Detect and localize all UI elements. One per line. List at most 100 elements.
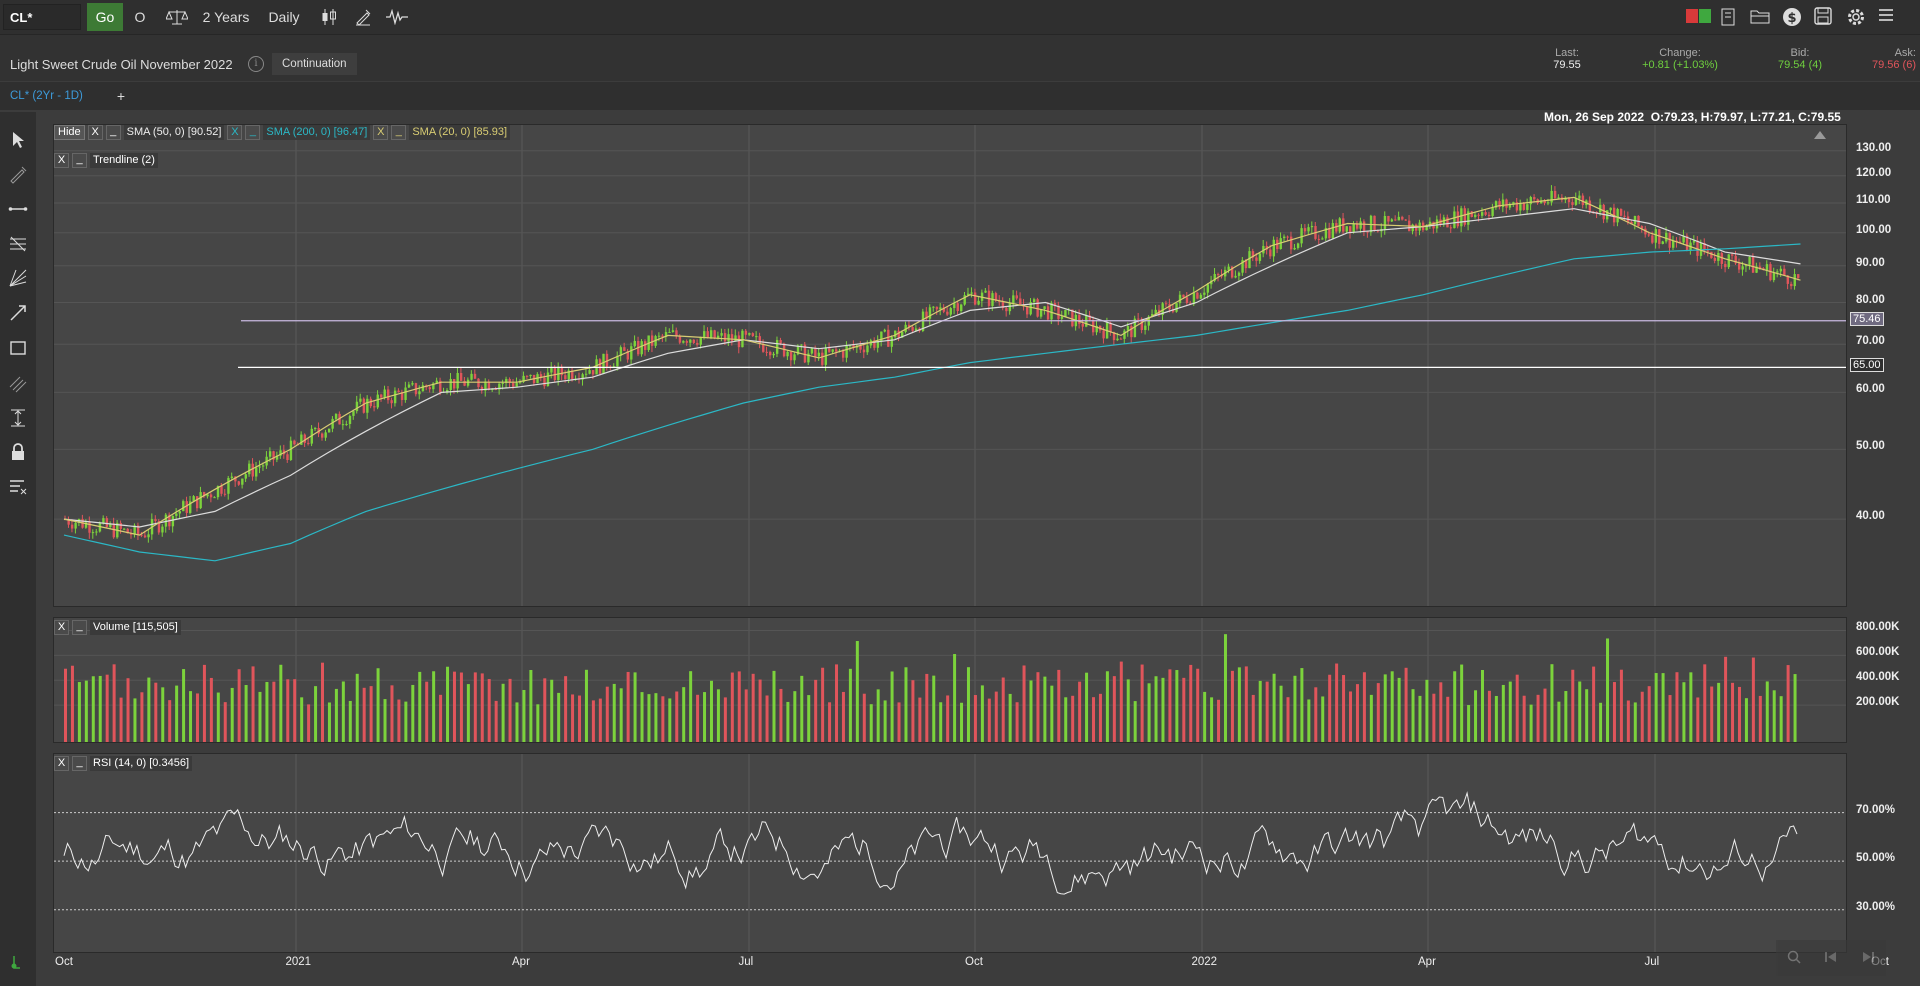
candle-body	[890, 337, 893, 347]
o-button[interactable]: O	[134, 9, 146, 25]
candle-body	[1234, 275, 1237, 278]
scroll-end-icon[interactable]	[1861, 950, 1875, 967]
measure-icon[interactable]	[8, 408, 28, 428]
arrow-line-icon[interactable]	[8, 303, 28, 323]
close-volume-button[interactable]: X	[54, 620, 69, 635]
price-axis[interactable]: 130.00 120.00 110.00 100.00 90.00 80.00 70.00 6…	[1850, 124, 1920, 607]
volume-bar	[1647, 686, 1651, 742]
volume-bar	[1078, 681, 1082, 742]
compare-scale-icon[interactable]	[162, 3, 192, 31]
volume-bar	[647, 694, 651, 742]
hide-button[interactable]: Hide	[54, 125, 85, 140]
gear-icon[interactable]	[1846, 7, 1868, 27]
candle-body	[786, 351, 789, 357]
lock-icon[interactable]	[8, 442, 28, 462]
minimize-volume-button[interactable]: _	[72, 620, 87, 635]
volume-bar	[168, 700, 172, 742]
close-sma200-button[interactable]: X	[227, 125, 243, 140]
candle-body	[1032, 299, 1036, 303]
candle-body	[1171, 309, 1175, 312]
cursor-icon[interactable]	[8, 130, 28, 150]
scroll-start-icon[interactable]	[1824, 950, 1838, 967]
status-indicator-icon[interactable]	[10, 954, 24, 970]
candle-body	[1737, 263, 1741, 270]
close-rsi-button[interactable]: X	[54, 756, 69, 771]
candle-body	[109, 523, 112, 527]
save-icon[interactable]	[1814, 7, 1836, 27]
news-alert-icon[interactable]	[1686, 9, 1712, 25]
info-icon[interactable]: i	[248, 56, 264, 72]
rsi-chart[interactable]	[54, 754, 1846, 952]
studies-wave-icon[interactable]	[382, 3, 412, 31]
price-chart[interactable]	[54, 125, 1846, 606]
brush-icon[interactable]	[8, 164, 28, 184]
rectangle-tool-icon[interactable]	[8, 338, 28, 358]
date-tick-label: Apr	[512, 956, 530, 968]
date-axis[interactable]: Oct2021AprJulOct2022AprJulOct	[53, 953, 1889, 975]
volume-bar	[598, 698, 602, 742]
candle-body	[841, 350, 845, 358]
volume-bar	[1418, 695, 1422, 742]
candle-body	[1647, 234, 1651, 236]
candle-body	[567, 370, 570, 380]
interval-dropdown[interactable]: Daily	[268, 9, 300, 25]
volume-bar	[1411, 689, 1415, 742]
volume-bar	[1397, 677, 1401, 742]
candle-body	[1140, 318, 1144, 331]
candle-body	[1612, 207, 1616, 223]
volume-bar	[209, 677, 213, 742]
candle-body	[1491, 207, 1494, 216]
minimize-sma200-button[interactable]: _	[245, 125, 261, 140]
rsi-axis[interactable]: 70.00% 50.00% 30.00%	[1850, 753, 1920, 953]
volume-bar	[1057, 669, 1061, 742]
objects-list-icon[interactable]	[8, 477, 28, 497]
continuation-dropdown[interactable]: Continuation	[272, 53, 357, 75]
horizontal-line-tool-icon[interactable]	[8, 199, 28, 219]
dollar-icon[interactable]: $	[1782, 7, 1804, 27]
document-icon[interactable]	[1720, 8, 1740, 26]
volume-tick-label: 200.00K	[1856, 696, 1900, 709]
price-panel[interactable]: Hide X _ SMA (50, 0) [90.52] X _ SMA (20…	[53, 124, 1847, 607]
volume-bar	[654, 693, 658, 742]
drawing-pen-icon[interactable]	[350, 3, 376, 31]
minimize-sma50-button[interactable]: _	[105, 125, 121, 140]
minimize-sma20-button[interactable]: _	[391, 125, 407, 140]
sma200-value: [96.47]	[333, 126, 368, 138]
candle-body	[709, 330, 713, 338]
menu-icon[interactable]	[1878, 8, 1898, 26]
volume-panel[interactable]: X _ Volume [115,505]	[53, 617, 1847, 743]
candle-body	[1505, 199, 1508, 208]
volume-bar	[758, 679, 762, 742]
parallel-lines-icon[interactable]	[8, 373, 28, 393]
volume-bar	[980, 685, 984, 742]
go-button[interactable]: Go	[87, 3, 123, 31]
close-sma50-button[interactable]: X	[87, 125, 103, 140]
volume-axis[interactable]: 800.00K 600.00K 400.00K 200.00K	[1850, 617, 1920, 743]
volume-bar	[112, 664, 116, 742]
rsi-panel[interactable]: X _ RSI (14, 0) [0.3456]	[53, 753, 1847, 953]
candle-body	[147, 534, 150, 538]
candle-body	[1678, 241, 1682, 243]
minimize-trendline-button[interactable]: _	[72, 153, 87, 168]
volume-bar	[1696, 697, 1700, 742]
tab-chart[interactable]: CL* (2Yr - 1D)	[10, 90, 83, 102]
close-sma20-button[interactable]: X	[373, 125, 389, 140]
folder-icon[interactable]	[1750, 8, 1772, 26]
range-dropdown[interactable]: 2 Years	[202, 9, 250, 25]
last-value: 79.55	[1553, 59, 1581, 71]
channel-tool-icon[interactable]	[8, 234, 28, 254]
fan-tool-icon[interactable]	[8, 268, 28, 288]
volume-bar	[1633, 702, 1637, 742]
close-trendline-button[interactable]: X	[54, 153, 69, 168]
minimize-rsi-button[interactable]: _	[72, 756, 87, 771]
volume-bar	[1112, 676, 1116, 742]
symbol-input[interactable]	[3, 4, 81, 30]
candle-body	[914, 328, 918, 331]
volume-chart[interactable]	[54, 618, 1846, 742]
candle-body	[796, 345, 800, 355]
volume-tick-label: 800.00K	[1856, 621, 1900, 634]
bid-label: Bid:	[1790, 47, 1810, 59]
add-tab-button[interactable]: +	[116, 88, 126, 104]
zoom-icon[interactable]	[1787, 950, 1801, 967]
candlestick-icon[interactable]	[316, 3, 342, 31]
